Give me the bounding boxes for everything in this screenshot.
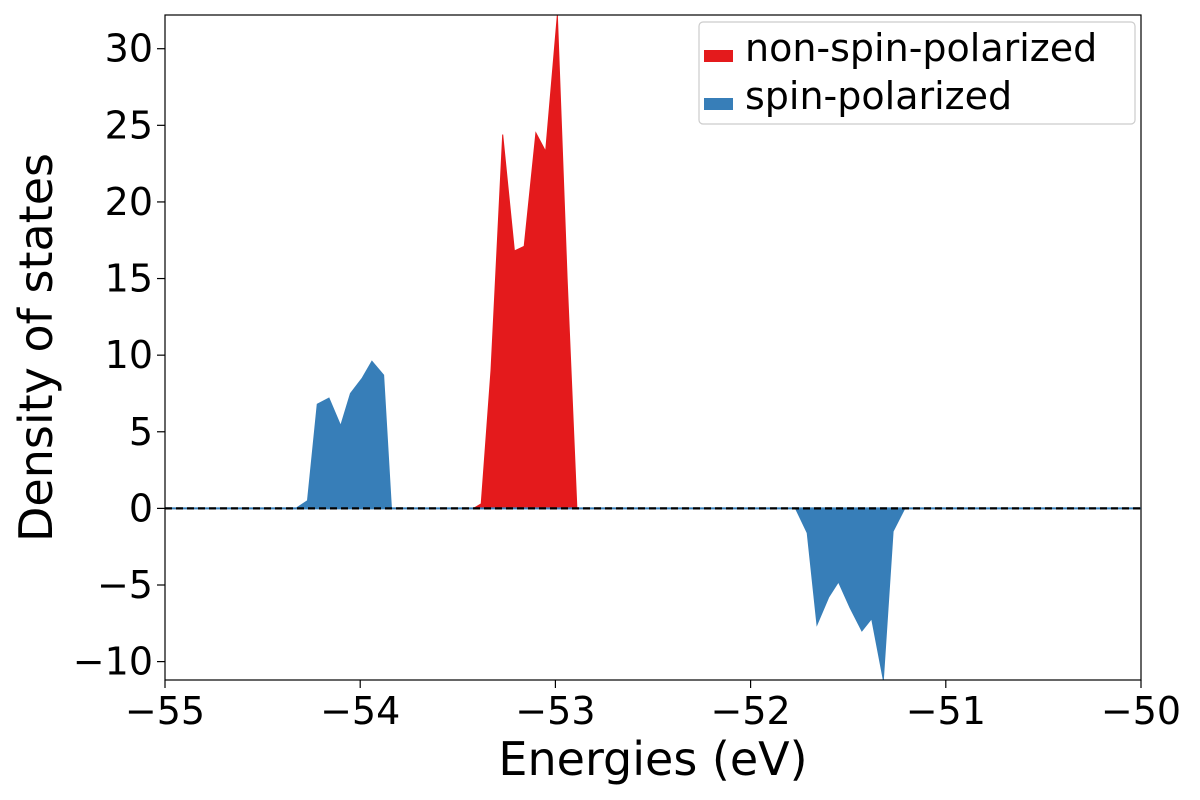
x-axis-label: Energies (eV)	[498, 732, 807, 786]
legend-label-non-spin-polarized: non-spin-polarized	[745, 26, 1097, 70]
y-tick-label: 10	[105, 333, 153, 377]
series-area-non-spin-polarized	[471, 14, 578, 509]
y-tick-label: 25	[105, 103, 153, 147]
x-ticks: −55 −54 −53 −52 −51 −50	[125, 680, 1181, 733]
y-tick-label: 5	[129, 410, 153, 454]
y-tick-label: 20	[105, 180, 153, 224]
plot-frame	[164, 14, 1142, 681]
y-ticks: −10 −5 0 5 10 15 20 25 30	[73, 27, 165, 684]
legend-swatch-spin-polarized	[704, 98, 733, 110]
y-tick-label: 30	[105, 27, 153, 71]
x-tick-label: −54	[320, 689, 400, 733]
series-area-spin-polarized	[294, 360, 392, 509]
series-layer	[294, 14, 906, 681]
legend: non-spin-polarized spin-polarized	[698, 21, 1136, 125]
y-tick-label: 0	[129, 486, 153, 530]
legend-swatch-non-spin-polarized	[704, 50, 733, 62]
legend-label-spin-polarized: spin-polarized	[745, 74, 1012, 118]
x-tick-label: −52	[710, 689, 790, 733]
x-tick-label: −53	[515, 689, 595, 733]
legend-box	[698, 21, 1136, 125]
x-tick-label: −55	[125, 689, 205, 733]
series-area-spin-polarized-down	[794, 507, 906, 681]
x-tick-label: −50	[1101, 689, 1181, 733]
y-axis-label: Density of states	[9, 153, 63, 542]
y-tick-label: −10	[73, 640, 153, 684]
y-tick-label: 15	[105, 257, 153, 301]
x-tick-label: −51	[906, 689, 986, 733]
y-tick-label: −5	[97, 563, 153, 607]
